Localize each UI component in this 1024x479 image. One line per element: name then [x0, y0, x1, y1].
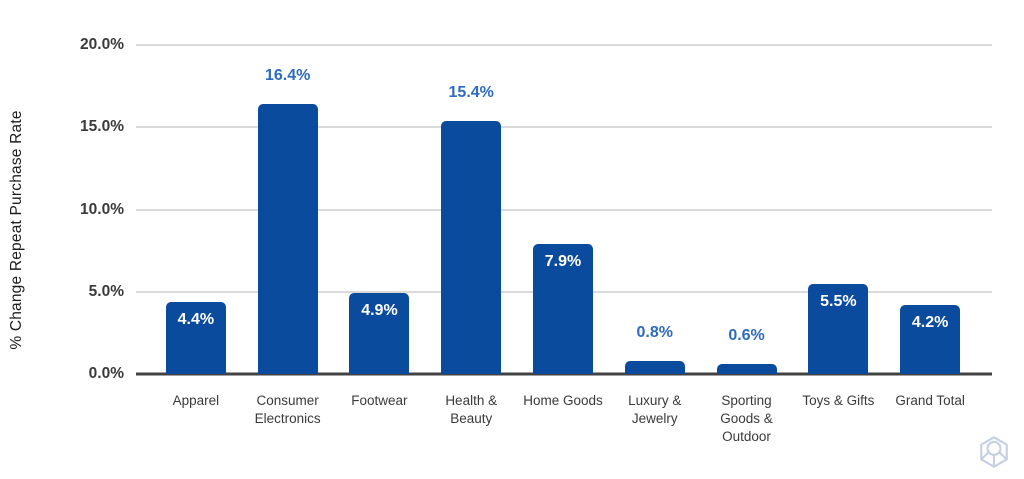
bar[interactable] — [257, 104, 318, 374]
category-label: Footwear — [351, 393, 408, 408]
bar[interactable] — [808, 283, 869, 374]
bar-value-label: 7.9% — [544, 253, 582, 271]
bar-value-label: 5.5% — [820, 292, 857, 310]
cube-watermark-icon — [980, 436, 1008, 468]
x-axis-baseline — [136, 372, 992, 376]
gridline — [136, 208, 992, 211]
category-label: Luxury & Jewelry — [628, 393, 682, 426]
bar[interactable] — [533, 244, 593, 374]
bar[interactable] — [624, 360, 685, 374]
bar-value-label: 0.8% — [636, 323, 673, 341]
bar-value-label: 16.4% — [264, 67, 311, 85]
bar-value-label: 4.4% — [177, 310, 215, 328]
category-label: Apparel — [172, 393, 220, 408]
category-label: Toys & Gifts — [802, 393, 875, 408]
category-label: Consumer Electronics — [254, 393, 321, 426]
bar[interactable] — [716, 364, 777, 374]
y-tick-label: 20.0% — [80, 36, 124, 53]
bar[interactable] — [900, 304, 961, 374]
y-tick-label: 15.0% — [80, 118, 124, 136]
bar-value-label: 4.9% — [361, 302, 398, 320]
bar[interactable] — [349, 293, 410, 374]
bar-value-label: 4.2% — [911, 313, 949, 331]
category-label: Grand Total — [895, 393, 965, 408]
gridline — [136, 44, 992, 46]
category-label: Health & Beauty — [445, 393, 498, 426]
category-label: Home Goods — [523, 393, 603, 408]
y-tick-label: 10.0% — [80, 200, 124, 218]
bar-value-label: 15.4% — [448, 83, 494, 101]
gridline — [136, 126, 992, 129]
bar[interactable] — [165, 301, 226, 374]
y-tick-label: 0.0% — [88, 365, 124, 382]
category-label: Sporting Goods & Outdoor — [720, 393, 773, 444]
y-tick-label: 5.0% — [88, 282, 124, 300]
bar-value-label: 0.6% — [728, 327, 765, 345]
bar[interactable] — [441, 120, 502, 374]
